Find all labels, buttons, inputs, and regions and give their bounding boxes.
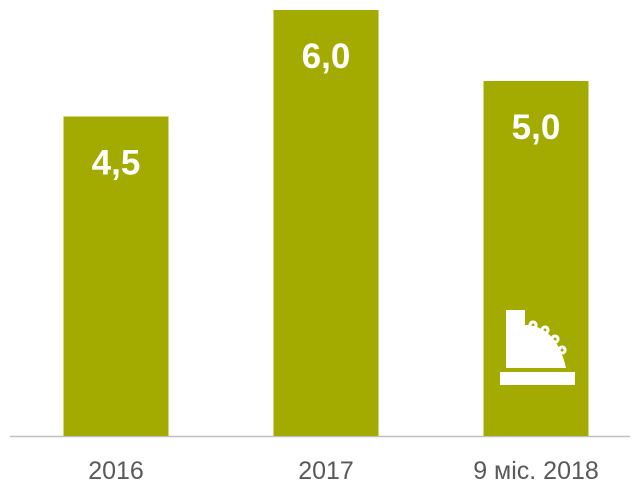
icon-body xyxy=(506,310,566,368)
data-label: 6,0 xyxy=(302,37,351,76)
bar xyxy=(63,116,169,436)
data-label: 4,5 xyxy=(92,144,141,183)
x-tick-label: 2016 xyxy=(88,457,144,485)
icon-base xyxy=(500,372,575,385)
cash-register-icon xyxy=(500,310,575,385)
bar xyxy=(273,10,379,436)
x-tick-label: 9 міс. 2018 xyxy=(473,457,599,485)
x-tick-label: 2017 xyxy=(298,457,354,485)
data-label: 5,0 xyxy=(512,108,561,147)
icon-keys xyxy=(528,320,567,355)
